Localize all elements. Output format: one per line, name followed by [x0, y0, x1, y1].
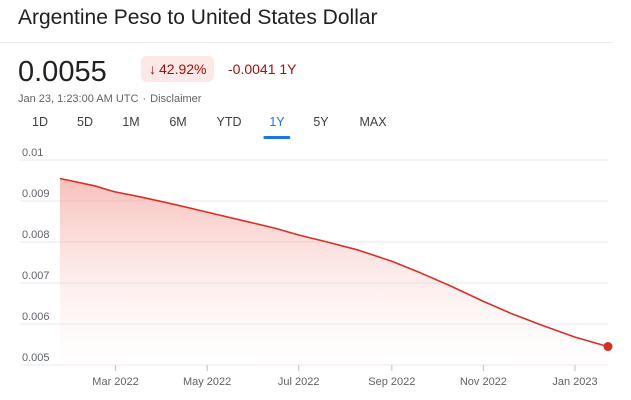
x-axis: Mar 2022 May 2022 Jul 2022 Sep 2022 Nov 2022… — [92, 365, 598, 388]
x-tick-label: Jul 2022 — [278, 376, 320, 388]
current-price: 0.0055 — [18, 56, 107, 88]
y-tick-label: 0.005 — [22, 352, 50, 364]
change-percent-badge: ↓ 42.92% — [141, 56, 215, 82]
tab-1y[interactable]: 1Y — [263, 115, 292, 139]
tab-6m[interactable]: 6M — [169, 115, 187, 129]
y-tick-label: 0.007 — [22, 270, 50, 282]
meta-separator: · — [142, 93, 147, 105]
x-tick-label: Jan 2023 — [552, 376, 597, 388]
tab-ytd[interactable]: YTD — [216, 115, 242, 129]
x-tick-label: Nov 2022 — [460, 376, 507, 388]
tab-1d[interactable]: 1D — [32, 115, 48, 129]
y-axis: 0.01 0.009 0.008 0.007 0.006 0.005 — [22, 147, 50, 364]
tab-5d[interactable]: 5D — [77, 115, 93, 129]
tab-5y[interactable]: 5Y — [313, 115, 329, 129]
x-tick-label: May 2022 — [183, 376, 231, 388]
disclaimer-link[interactable]: Disclaimer — [150, 93, 202, 105]
tab-max[interactable]: MAX — [359, 115, 387, 129]
x-tick-label: Mar 2022 — [92, 376, 138, 388]
y-tick-label: 0.006 — [22, 311, 50, 323]
chart-line — [59, 177, 609, 348]
change-absolute: -0.0041 1Y — [228, 61, 297, 77]
timestamp: Jan 23, 1:23:00 AM UTC — [18, 93, 139, 105]
page-title: Argentine Peso to United States Dollar — [18, 6, 378, 29]
header-divider — [0, 42, 613, 43]
price-meta: Jan 23, 1:23:00 AM UTC · Disclaimer — [18, 93, 201, 105]
y-tick-label: 0.009 — [22, 188, 50, 200]
y-tick-label: 0.01 — [22, 147, 43, 159]
current-value-marker — [603, 342, 613, 352]
y-tick-label: 0.008 — [22, 229, 50, 241]
x-tick-label: Sep 2022 — [368, 376, 415, 388]
arrow-down-icon: ↓ — [149, 61, 156, 77]
change-percent-text: 42.92% — [159, 61, 207, 77]
chart-area — [60, 178, 608, 365]
range-tabs: 1D 5D 1M 6M YTD 1Y 5Y MAX — [0, 110, 631, 140]
tab-1m[interactable]: 1M — [122, 115, 140, 129]
